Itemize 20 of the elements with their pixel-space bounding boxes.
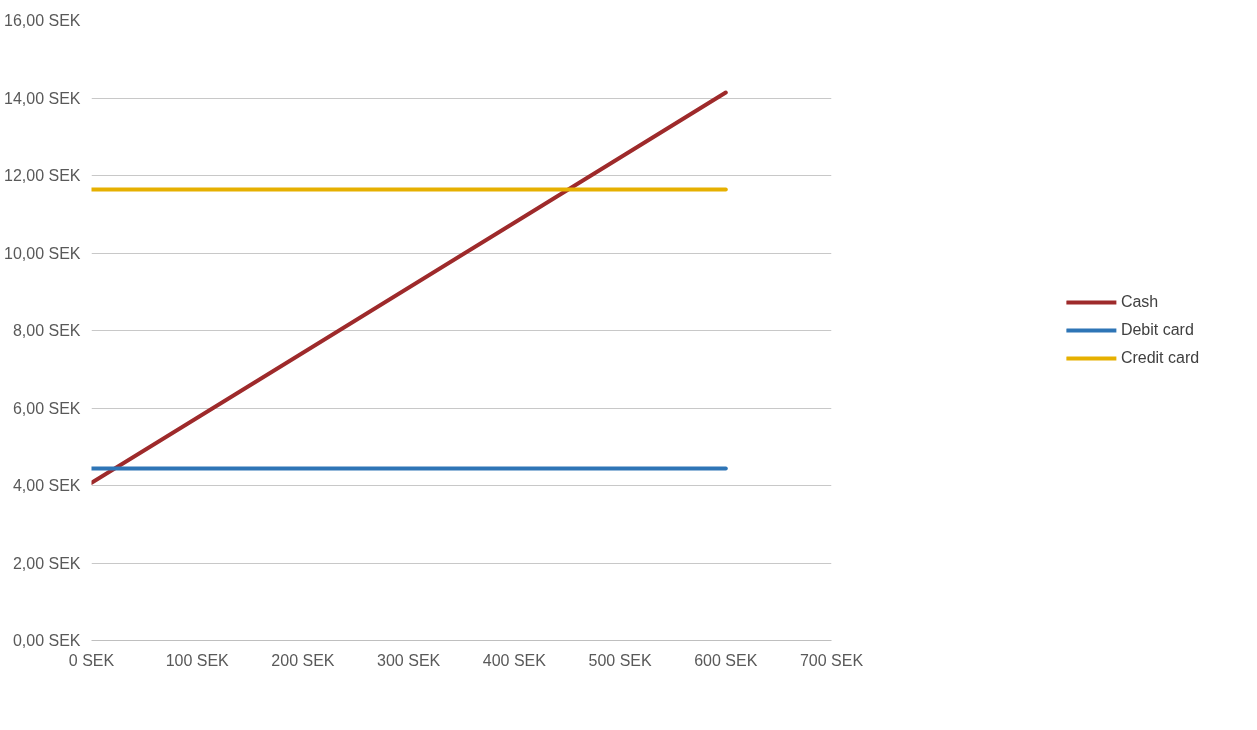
y-tick-label: 14,00 SEK bbox=[4, 89, 81, 107]
x-tick-label: 700 SEK bbox=[799, 651, 864, 669]
y-tick-label: 6,00 SEK bbox=[12, 399, 81, 417]
x-tick-label: 200 SEK bbox=[271, 651, 335, 669]
x-tick-label: 100 SEK bbox=[165, 651, 230, 669]
y-tick-label: 4,00 SEK bbox=[12, 477, 81, 494]
x-tick-label: 500 SEK bbox=[588, 651, 652, 669]
y-tick-label: 16,00 SEK bbox=[4, 12, 81, 29]
y-tick-label: 8,00 SEK bbox=[12, 322, 81, 339]
x-tick-label: 400 SEK bbox=[482, 651, 547, 669]
y-tick-label: 2,00 SEK bbox=[12, 554, 81, 572]
x-tick-label: 0 SEK bbox=[68, 651, 115, 669]
legend-label: Credit card bbox=[1120, 349, 1200, 367]
y-tick-label: 0,00 SEK bbox=[12, 632, 81, 649]
legend-label: Cash bbox=[1120, 293, 1159, 311]
legend-label: Debit card bbox=[1120, 321, 1194, 339]
y-tick-label: 10,00 SEK bbox=[4, 244, 81, 262]
x-tick-label: 600 SEK bbox=[694, 651, 758, 669]
x-tick-label: 300 SEK bbox=[377, 651, 441, 669]
y-tick-label: 12,00 SEK bbox=[4, 167, 81, 184]
